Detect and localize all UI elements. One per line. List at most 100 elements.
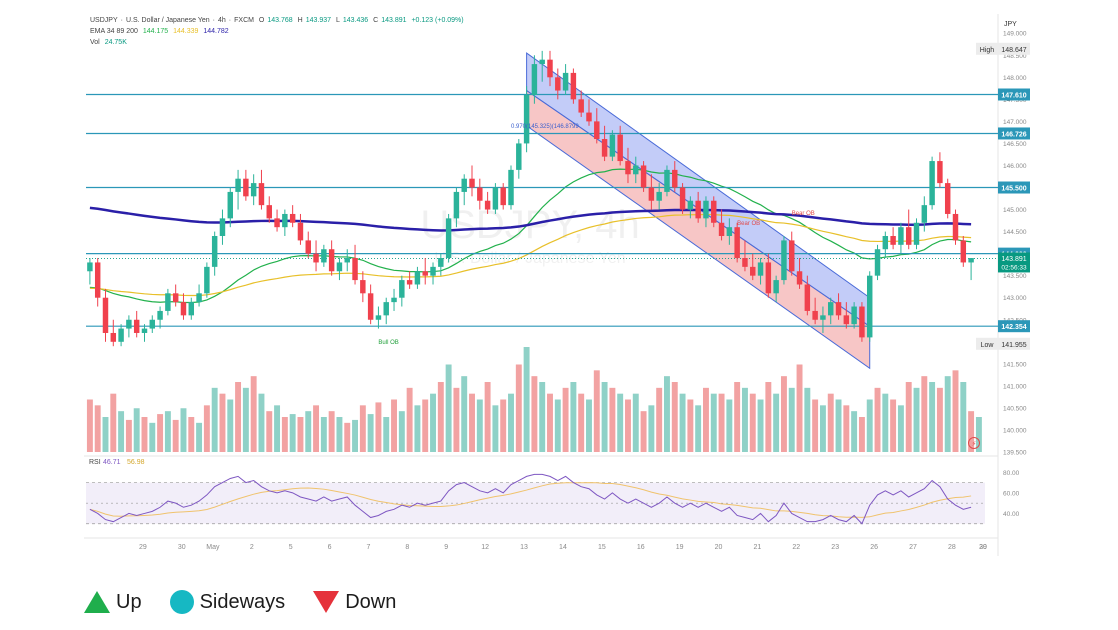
ohlc-open-label: O: [258, 17, 265, 24]
volume-bar: [960, 382, 967, 452]
header-line-1: USDJPY · U.S. Dollar / Japanese Yen · 4h · FXC…: [90, 17, 467, 24]
candle-body: [430, 266, 436, 276]
candle-body: [757, 262, 764, 276]
volume-bar: [196, 422, 203, 452]
rsi-tick-label: 40.00: [1003, 511, 1020, 518]
x-tick-label: 29: [139, 544, 147, 551]
legend-label-sideways: Sideways: [199, 590, 286, 613]
volume-bar: [547, 393, 553, 452]
vol-value: 24.75K: [104, 39, 127, 46]
candle-body: [274, 218, 280, 228]
candle-body: [453, 191, 460, 219]
x-tick-label: 9: [444, 544, 448, 551]
x-tick-label: 30: [979, 544, 987, 551]
candle-body: [126, 319, 132, 329]
volume-bar: [897, 405, 904, 452]
price-tick-label: 143.500: [1003, 273, 1027, 280]
volume-bar: [788, 387, 795, 452]
high-label-box: [976, 42, 998, 55]
candle-body: [243, 178, 249, 197]
price-tick-label: 139.500: [1003, 450, 1027, 457]
volume-bar: [929, 382, 936, 452]
volume-bar: [975, 417, 982, 452]
candle-body: [703, 200, 709, 219]
currency-label: JPY: [1004, 21, 1017, 28]
candle-body: [905, 227, 912, 245]
candle-body: [609, 134, 616, 157]
volume-bar: [812, 399, 819, 452]
rsi-value: 46.71: [103, 459, 121, 466]
up-triangle-icon: [84, 591, 110, 613]
ohlc-low: 143.436: [342, 17, 369, 24]
volume-bar: [125, 419, 132, 452]
candle-body: [898, 227, 904, 245]
chart-area[interactable]: [84, 14, 1034, 554]
candle-body: [594, 121, 600, 140]
candle-body: [679, 187, 686, 210]
legend-label-up: Up: [116, 590, 142, 613]
candle-body: [695, 200, 701, 219]
down-triangle-icon: [313, 591, 340, 613]
candle-body: [406, 280, 413, 285]
header-timeframe: 4h: [217, 17, 226, 24]
volume-bar: [968, 411, 975, 452]
volume-bar: [180, 408, 187, 452]
volume-bar: [118, 411, 125, 452]
volume-bar: [398, 411, 405, 452]
volume-bar: [328, 411, 335, 452]
rsi-line: [89, 473, 972, 525]
volume-bar: [344, 422, 351, 452]
volume-bar: [944, 376, 951, 452]
volume-bar: [367, 414, 374, 452]
x-tick-label: 28: [948, 544, 956, 551]
lightning-icon: ⚡: [972, 440, 977, 448]
x-tick-label: 19: [676, 544, 684, 551]
candle-body: [352, 258, 358, 281]
volume-bar: [757, 399, 764, 452]
ohlc-high-label: H: [297, 17, 303, 24]
volume-bar: [523, 347, 530, 452]
bull-ob-label: Bull OB: [378, 340, 398, 346]
volume-bar: [936, 387, 943, 452]
x-tick-label: 15: [598, 544, 606, 551]
last-price-countdown: 02:56:33: [1001, 264, 1027, 271]
candle-body: [399, 280, 405, 298]
low-label: Low: [981, 342, 995, 349]
candle-body: [484, 200, 491, 210]
vol-label: Vol: [90, 39, 100, 46]
volume-bar: [102, 417, 109, 452]
candle-body: [781, 240, 787, 281]
volume-bar: [258, 393, 265, 452]
header-broker: FXCM: [234, 17, 254, 24]
price-tick-label: 148.000: [1003, 75, 1027, 82]
candle-body: [866, 275, 873, 338]
ema-200-value: 144.782: [203, 28, 229, 35]
candle-body: [165, 293, 171, 311]
candle-body: [851, 306, 857, 325]
candle-body: [118, 328, 124, 342]
candle-body: [422, 271, 428, 276]
volume-bar: [921, 376, 928, 452]
header-name: U.S. Dollar / Japanese Yen: [125, 17, 210, 24]
volume-bar: [726, 399, 733, 452]
candle-body: [789, 240, 795, 272]
candle-body: [196, 293, 202, 303]
volume-bar: [601, 382, 608, 452]
candle-body: [360, 280, 366, 294]
candle-body: [383, 302, 389, 316]
candle-body: [258, 183, 265, 206]
candle-body: [102, 297, 109, 333]
price-tick-label: 148.500: [1003, 53, 1027, 60]
volume-bar: [827, 393, 834, 452]
candle-body: [960, 240, 967, 263]
volume-bar: [531, 376, 538, 452]
candle-body: [531, 64, 538, 95]
x-tick-label: 6: [328, 544, 332, 551]
volume-bar: [570, 382, 577, 452]
ohlc-change: +0.123 (+0.09%): [411, 17, 464, 24]
volume-bar: [515, 364, 522, 452]
last-price-tag: [998, 252, 1030, 273]
volume-bar: [211, 387, 218, 452]
ema-34-value: 144.175: [142, 28, 169, 35]
candle-body: [336, 262, 343, 272]
